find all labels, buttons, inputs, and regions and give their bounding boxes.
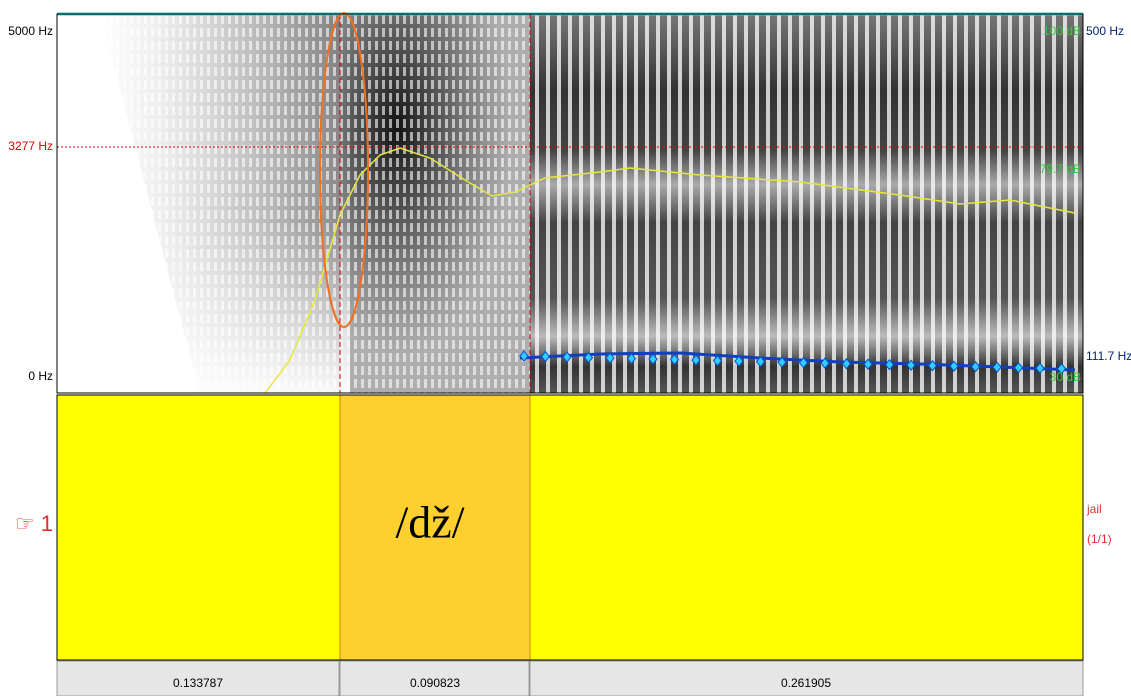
freq-bottom-label: 0 Hz [28,369,53,383]
tier-number[interactable]: ☞ 1 [15,511,53,536]
intensity-value-label: 79.7 dB [1040,162,1081,176]
pitch-top-label: 500 Hz [1086,24,1124,38]
tier-frame [56,394,1084,661]
pitch-point [1013,361,1024,374]
pitch-point [540,350,551,363]
pitch-point [626,352,637,365]
tier-word: jail [1086,502,1102,516]
pitch-point [906,359,916,371]
duration-cell[interactable] [56,660,340,696]
pitch-point [712,354,723,367]
intensity-top-label: 100 dB [1043,24,1081,38]
pitch-point [519,350,529,362]
pitch-value-label: 111.7 Hz [1086,349,1131,363]
pitch-point [927,359,938,372]
pitch-point [841,357,852,370]
spectrogram [56,12,1084,394]
tier [56,394,1084,661]
spectrogram-frame [56,13,1084,394]
cursor-freq-label: 3277 Hz [8,139,53,153]
pitch-point [605,352,615,364]
pitch-point [691,354,701,366]
pitch-point [949,360,959,372]
duration-cell[interactable] [529,660,1084,696]
pitch-point [734,355,744,367]
pitch-point [648,353,658,365]
pitch-point [1035,362,1045,374]
pitch-point [884,358,895,371]
duration-cell[interactable] [339,660,530,696]
intensity-contour [264,147,1076,394]
pitch-point [970,360,981,373]
pitch-point [583,351,594,364]
pitch-point [669,353,680,366]
pitch-point [992,361,1002,373]
pitch-contour [519,351,1076,372]
highlight-ellipse [319,12,369,328]
intensity-bottom-label: 30 dB [1050,370,1081,384]
pitch-point [755,355,766,368]
pitch-point [562,351,572,363]
glottal-pulses [530,14,1083,393]
pitch-point [863,358,873,370]
pitch-point [777,356,787,368]
freq-top-label: 5000 Hz [8,24,53,38]
selected-interval[interactable] [340,395,530,660]
pitch-point [820,357,830,369]
interval-label: /dž/ [396,497,465,548]
pitch-points [519,350,1067,375]
tier-count: (1/1) [1087,532,1112,546]
duration-bar [56,660,1084,696]
pitch-point [1056,362,1067,375]
duration-label: 0.090823 [410,676,460,690]
noise-fade [100,14,350,393]
pitch-point [798,356,809,369]
tier-background [57,395,1083,660]
duration-label: 0.133787 [173,676,223,690]
duration-label: 0.261905 [781,676,831,690]
